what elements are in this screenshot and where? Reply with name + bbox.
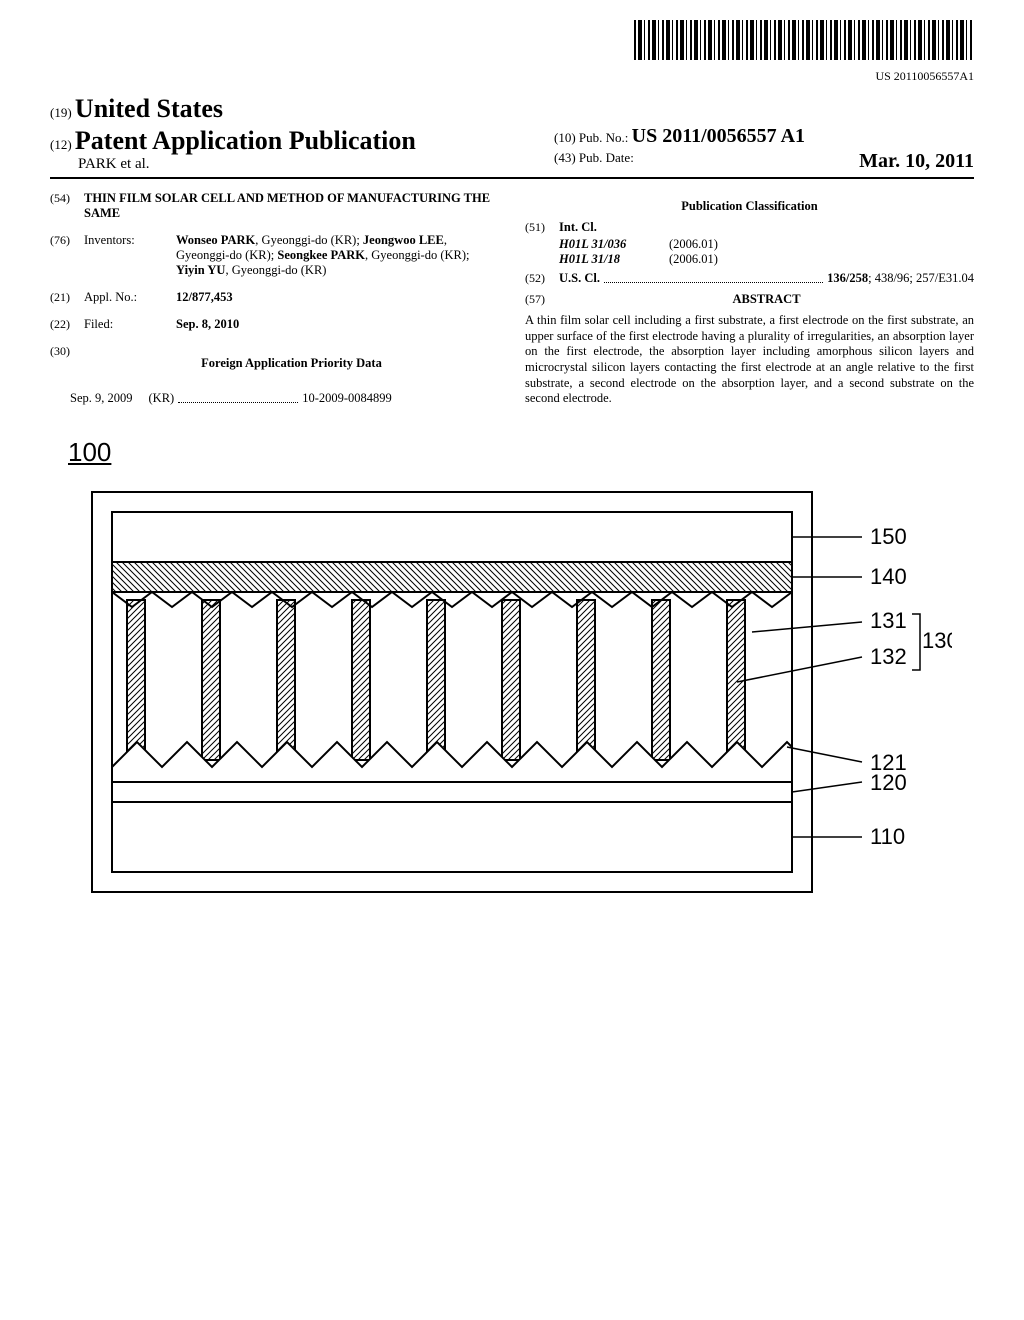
intcl-ver: (2006.01) xyxy=(669,252,718,267)
right-column: Publication Classification (51) Int. Cl.… xyxy=(525,191,974,407)
code-12: (12) xyxy=(50,137,72,152)
priority-heading: Foreign Application Priority Data xyxy=(84,356,499,371)
inventors-row: (76) Inventors: Wonseo PARK, Gyeonggi-do… xyxy=(50,233,499,278)
intcl-label: Int. Cl. xyxy=(559,220,974,235)
barcode-area xyxy=(50,20,974,65)
inv-4: Yiyin YU xyxy=(176,263,225,277)
code-52: (52) xyxy=(525,271,559,286)
abstract-heading: ABSTRACT xyxy=(559,292,974,307)
barcode-graphic xyxy=(634,20,974,60)
svg-text:132: 132 xyxy=(870,644,907,669)
pub-type: Patent Application Publication xyxy=(75,126,416,155)
code-21: (21) xyxy=(50,290,84,305)
code-22: (22) xyxy=(50,317,84,332)
header-authors: PARK et al. xyxy=(50,156,416,173)
svg-text:130: 130 xyxy=(922,628,952,653)
priority-row-head: (30) Foreign Application Priority Data xyxy=(50,344,499,379)
filed-value-b: Sep. 8, 2010 xyxy=(176,317,239,331)
intcl-ver: (2006.01) xyxy=(669,237,718,252)
uscl-label: U.S. Cl. xyxy=(559,271,600,286)
intcl-label-b: Int. Cl. xyxy=(559,220,597,234)
intcl-item: H01L 31/18 (2006.01) xyxy=(559,252,974,267)
title-row: (54) THIN FILM SOLAR CELL AND METHOD OF … xyxy=(50,191,499,221)
intcl-item: H01L 31/036 (2006.01) xyxy=(559,237,974,252)
filed-value: Sep. 8, 2010 xyxy=(176,317,499,332)
abstract-head-row: (57) ABSTRACT xyxy=(525,292,974,307)
priority-date: Sep. 9, 2009 xyxy=(70,391,133,406)
filed-row: (22) Filed: Sep. 8, 2010 xyxy=(50,317,499,332)
invention-title: THIN FILM SOLAR CELL AND METHOD OF MANUF… xyxy=(84,191,499,221)
abstract-text: A thin film solar cell including a first… xyxy=(525,313,974,407)
pubno-value: US 2011/0056557 A1 xyxy=(632,125,805,147)
intcl-row: (51) Int. Cl. xyxy=(525,220,974,235)
svg-text:110: 110 xyxy=(870,824,905,849)
svg-text:120: 120 xyxy=(870,770,907,795)
pubno-label: Pub. No.: xyxy=(579,130,628,145)
applno-value: 12/877,453 xyxy=(176,290,499,305)
intcl-class: H01L 31/036 xyxy=(559,237,669,252)
pubdate-label: Pub. Date: xyxy=(579,150,634,165)
header-left: (19) United States (12) Patent Applicati… xyxy=(50,94,416,173)
figure-diagram: 150 140 131 132 121 120 110 130 xyxy=(50,482,974,902)
header-line-19: (19) United States xyxy=(50,94,416,124)
applno-value-b: 12/877,453 xyxy=(176,290,233,304)
left-column: (54) THIN FILM SOLAR CELL AND METHOD OF … xyxy=(50,191,499,407)
header-row: (19) United States (12) Patent Applicati… xyxy=(50,94,974,179)
code-19: (19) xyxy=(50,105,72,120)
intcl-class: H01L 31/18 xyxy=(559,252,669,267)
pubdate-row: (43) Pub. Date: Mar. 10, 2011 xyxy=(554,150,974,166)
priority-country: (KR) xyxy=(149,391,175,406)
code-30: (30) xyxy=(50,344,84,359)
priority-dots xyxy=(178,391,298,403)
priority-number: 10-2009-0084899 xyxy=(302,391,392,406)
svg-text:150: 150 xyxy=(870,524,907,549)
inventors-value: Wonseo PARK, Gyeonggi-do (KR); Jeongwoo … xyxy=(176,233,499,278)
applno-row: (21) Appl. No.: 12/877,453 xyxy=(50,290,499,305)
code-51: (51) xyxy=(525,220,559,235)
code-54: (54) xyxy=(50,191,84,206)
header-right: (10) Pub. No.: US 2011/0056557 A1 (43) P… xyxy=(554,125,974,173)
svg-text:140: 140 xyxy=(870,564,907,589)
pubdate-value: Mar. 10, 2011 xyxy=(859,150,974,173)
priority-data-row: Sep. 9, 2009 (KR) 10-2009-0084899 xyxy=(70,391,499,406)
pubclass-heading: Publication Classification xyxy=(525,199,974,214)
code-57: (57) xyxy=(525,292,559,307)
uscl-value: 136/258; 438/96; 257/E31.04 xyxy=(827,271,974,286)
svg-text:131: 131 xyxy=(870,608,907,633)
header-line-12: (12) Patent Application Publication xyxy=(50,126,416,156)
inventors-label: Inventors: xyxy=(84,233,176,248)
figure-number: 100 xyxy=(68,437,974,468)
country: United States xyxy=(75,94,223,123)
barcode-text: US 20110056557A1 xyxy=(50,69,974,84)
applno-label: Appl. No.: xyxy=(84,290,176,305)
pubno-row: (10) Pub. No.: US 2011/0056557 A1 xyxy=(554,125,974,148)
code-10: (10) xyxy=(554,130,576,145)
code-43: (43) xyxy=(554,150,576,165)
inv-1: Wonseo PARK xyxy=(176,233,255,247)
intcl-list: H01L 31/036 (2006.01) H01L 31/18 (2006.0… xyxy=(559,237,974,267)
inv-3: Seongkee PARK xyxy=(277,248,365,262)
uscl-row: (52) U.S. Cl. 136/258; 438/96; 257/E31.0… xyxy=(525,271,974,286)
filed-label: Filed: xyxy=(84,317,176,332)
bibliographic-columns: (54) THIN FILM SOLAR CELL AND METHOD OF … xyxy=(50,191,974,407)
uscl-dots xyxy=(604,271,823,283)
inv-2: Jeongwoo LEE xyxy=(363,233,444,247)
code-76: (76) xyxy=(50,233,84,248)
